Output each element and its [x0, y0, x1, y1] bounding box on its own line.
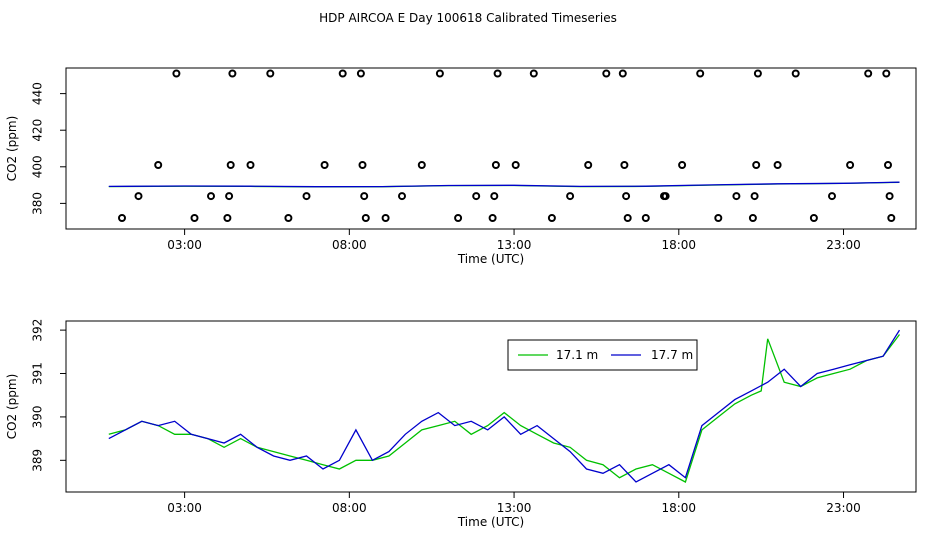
data-point — [828, 192, 836, 201]
data-point — [864, 69, 873, 78]
data-point — [529, 69, 538, 78]
data-point — [493, 69, 502, 78]
data-point — [472, 192, 481, 201]
data-point — [417, 161, 426, 169]
y-tick-label: 400 — [31, 155, 45, 178]
data-point — [622, 192, 631, 201]
series-line-2 — [108, 181, 900, 188]
legend: 17.1 m 17.7 m — [507, 339, 698, 371]
y-axis-label: CO2 (ppm) — [5, 116, 19, 182]
y-tick-label: 390 — [31, 405, 45, 428]
data-point — [118, 214, 126, 222]
data-point — [338, 69, 347, 78]
data-point — [773, 161, 782, 169]
x-tick-label: 13:00 — [497, 501, 532, 515]
legend-label-2: 17.7 m — [651, 348, 693, 362]
data-point — [172, 69, 181, 78]
y-tick-label: 391 — [31, 362, 45, 385]
data-point — [753, 69, 762, 78]
data-point — [752, 161, 761, 169]
x-tick-label: 23:00 — [826, 238, 861, 252]
data-point — [154, 161, 163, 169]
chart-title: HDP AIRCOA E Day 100618 Calibrated Times… — [319, 11, 617, 25]
bottom-panel: 03:00 08:00 13:00 18:00 23:00 389 390 391 392 Tim… — [5, 319, 917, 529]
data-point — [809, 214, 818, 222]
data-point — [750, 192, 759, 201]
data-point — [435, 69, 444, 78]
data-point — [266, 69, 275, 78]
y-tick-label: 420 — [31, 119, 45, 142]
data-point — [228, 69, 237, 78]
data-point — [360, 192, 369, 201]
data-point — [491, 161, 500, 169]
data-point — [284, 214, 293, 222]
x-tick-label: 08:00 — [332, 501, 367, 515]
data-point — [246, 161, 255, 169]
y-tick-label: 440 — [31, 82, 45, 105]
data-point — [381, 214, 390, 222]
x-tick-label: 23:00 — [826, 501, 861, 515]
data-point — [620, 161, 629, 169]
data-point — [566, 192, 575, 201]
x-tick-label: 03:00 — [167, 238, 202, 252]
data-point — [302, 192, 311, 201]
x-tick-label: 18:00 — [661, 238, 696, 252]
data-point — [454, 214, 463, 222]
data-point — [885, 192, 894, 201]
plot-frame — [65, 320, 917, 493]
x-tick-label: 13:00 — [497, 238, 532, 252]
x-tick-label: 03:00 — [167, 501, 202, 515]
data-point — [732, 192, 741, 201]
data-point — [882, 69, 891, 78]
y-axis-label: CO2 (ppm) — [5, 374, 19, 440]
y-tick-label: 389 — [31, 449, 45, 472]
x-axis-label: Time (UTC) — [457, 515, 524, 529]
data-point — [225, 192, 234, 201]
data-point — [641, 214, 650, 222]
data-point — [207, 192, 215, 201]
data-point — [488, 214, 497, 222]
legend-label-1: 17.1 m — [556, 348, 598, 362]
data-point — [696, 69, 705, 78]
y-tick-label: 380 — [31, 192, 45, 215]
x-axis-label: Time (UTC) — [457, 252, 524, 266]
plot-frame — [65, 67, 917, 230]
y-tick-label: 392 — [31, 319, 45, 342]
data-point — [602, 69, 611, 78]
data-point — [361, 214, 370, 222]
data-point — [490, 192, 499, 201]
series-line-1 — [108, 334, 901, 483]
data-point — [190, 214, 199, 222]
data-point — [547, 214, 556, 222]
data-point — [584, 161, 593, 169]
data-point — [846, 161, 855, 169]
data-point — [511, 161, 520, 169]
data-point — [623, 214, 632, 222]
x-tick-label: 08:00 — [332, 238, 367, 252]
data-point — [714, 214, 723, 222]
data-point — [748, 214, 757, 222]
data-point — [887, 214, 896, 222]
data-point — [398, 192, 406, 201]
data-point — [320, 161, 329, 169]
data-point — [884, 161, 892, 169]
data-point — [358, 161, 367, 169]
data-point — [618, 69, 627, 78]
data-point — [134, 192, 143, 201]
series-line-2 — [108, 329, 901, 483]
data-point — [356, 69, 365, 78]
data-point — [678, 161, 687, 169]
x-tick-label: 18:00 — [661, 501, 696, 515]
data-point — [226, 161, 235, 169]
data-point — [791, 69, 800, 78]
data-point — [223, 214, 232, 222]
data-point — [661, 192, 670, 201]
top-panel: 03:00 08:00 13:00 18:00 23:00 380 400 420 440 Tim… — [5, 67, 917, 266]
